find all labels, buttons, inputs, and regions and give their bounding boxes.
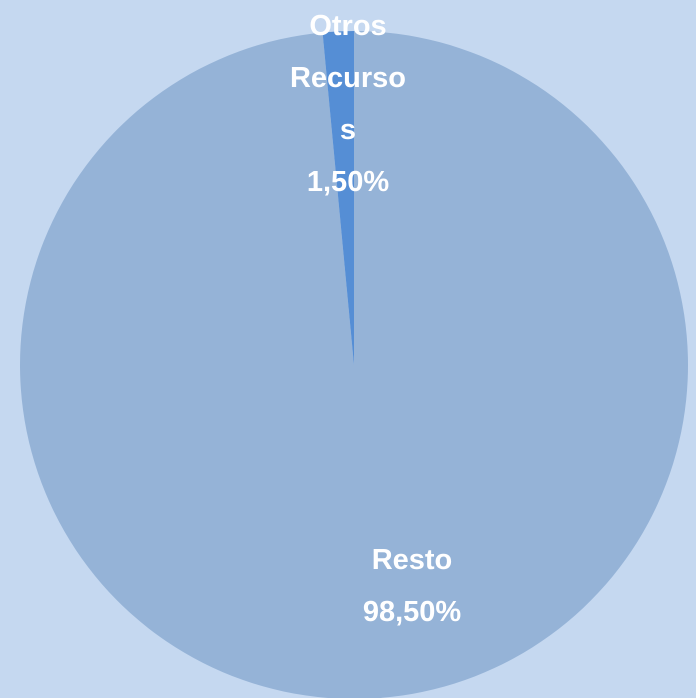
value-label: 1,50% [306,166,390,198]
pie-slice [322,31,354,365]
value-label: 98,50% [362,596,462,628]
slice-label: Resto [371,544,453,576]
slice-label: Otros Recursos [289,10,407,146]
pie-slice [20,31,688,698]
